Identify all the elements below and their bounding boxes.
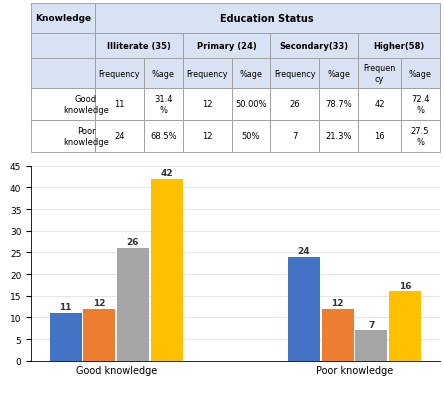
Text: Frequen
cy: Frequen cy [363, 64, 396, 83]
FancyBboxPatch shape [183, 59, 231, 89]
Text: %age: %age [239, 69, 262, 78]
Text: 31.4
%: 31.4 % [154, 95, 173, 114]
Text: Frequency: Frequency [99, 69, 140, 78]
FancyBboxPatch shape [319, 89, 358, 121]
Bar [50, 313, 82, 361]
Text: Primary (24): Primary (24) [197, 42, 257, 51]
FancyBboxPatch shape [270, 59, 319, 89]
FancyBboxPatch shape [270, 121, 319, 152]
Text: 72.4
%: 72.4 % [411, 95, 429, 114]
Text: 12: 12 [202, 100, 212, 109]
Bar [389, 292, 421, 361]
Bar [321, 309, 353, 361]
FancyBboxPatch shape [231, 59, 270, 89]
FancyBboxPatch shape [31, 34, 95, 59]
Text: 7: 7 [292, 132, 297, 141]
Text: Poor
knowledge: Poor knowledge [63, 127, 109, 146]
Text: %age: %age [152, 69, 175, 78]
Text: %age: %age [408, 69, 432, 78]
FancyBboxPatch shape [358, 59, 400, 89]
Bar [83, 309, 115, 361]
Text: Secondary(33): Secondary(33) [280, 42, 349, 51]
FancyBboxPatch shape [95, 4, 440, 34]
FancyBboxPatch shape [31, 4, 95, 34]
FancyBboxPatch shape [319, 121, 358, 152]
Text: Knowledge: Knowledge [35, 14, 91, 23]
Bar [151, 179, 182, 361]
Text: Frequency: Frequency [274, 69, 316, 78]
FancyBboxPatch shape [400, 59, 440, 89]
Text: Education Status: Education Status [221, 14, 314, 24]
Text: %age: %age [327, 69, 350, 78]
FancyBboxPatch shape [319, 59, 358, 89]
FancyBboxPatch shape [31, 121, 95, 152]
Text: 26: 26 [289, 100, 300, 109]
FancyBboxPatch shape [400, 121, 440, 152]
Bar [117, 249, 149, 361]
FancyBboxPatch shape [144, 89, 183, 121]
FancyBboxPatch shape [400, 89, 440, 121]
FancyBboxPatch shape [231, 89, 270, 121]
FancyBboxPatch shape [95, 34, 183, 59]
Text: Frequency: Frequency [186, 69, 228, 78]
FancyBboxPatch shape [183, 121, 231, 152]
Text: Illiterate (35): Illiterate (35) [107, 42, 171, 51]
Text: 11: 11 [114, 100, 125, 109]
Text: 24: 24 [114, 132, 125, 141]
Text: Good
knowledge: Good knowledge [63, 95, 109, 114]
Text: 24: 24 [297, 246, 310, 255]
FancyBboxPatch shape [183, 89, 231, 121]
Text: 78.7%: 78.7% [325, 100, 352, 109]
FancyBboxPatch shape [183, 34, 270, 59]
FancyBboxPatch shape [231, 121, 270, 152]
Text: 16: 16 [374, 132, 385, 141]
Text: 42: 42 [160, 168, 173, 178]
FancyBboxPatch shape [270, 34, 358, 59]
Text: 12: 12 [331, 298, 344, 307]
Text: 42: 42 [374, 100, 385, 109]
Text: 7: 7 [368, 320, 374, 329]
Bar [355, 330, 387, 361]
FancyBboxPatch shape [358, 121, 400, 152]
Text: 26: 26 [127, 238, 139, 247]
Text: 21.3%: 21.3% [325, 132, 352, 141]
FancyBboxPatch shape [358, 34, 440, 59]
FancyBboxPatch shape [95, 59, 144, 89]
Text: Higher(58): Higher(58) [373, 42, 424, 51]
Text: 50.00%: 50.00% [235, 100, 267, 109]
FancyBboxPatch shape [31, 89, 95, 121]
Text: 11: 11 [59, 303, 72, 312]
Text: 12: 12 [93, 298, 106, 307]
Text: 12: 12 [202, 132, 212, 141]
FancyBboxPatch shape [144, 121, 183, 152]
Text: 16: 16 [399, 281, 411, 290]
FancyBboxPatch shape [31, 59, 95, 89]
Bar [288, 257, 320, 361]
FancyBboxPatch shape [270, 89, 319, 121]
FancyBboxPatch shape [95, 121, 144, 152]
FancyBboxPatch shape [144, 59, 183, 89]
Text: 27.5
%: 27.5 % [411, 127, 429, 146]
FancyBboxPatch shape [358, 89, 400, 121]
Text: 50%: 50% [242, 132, 260, 141]
FancyBboxPatch shape [95, 89, 144, 121]
Text: 68.5%: 68.5% [150, 132, 177, 141]
